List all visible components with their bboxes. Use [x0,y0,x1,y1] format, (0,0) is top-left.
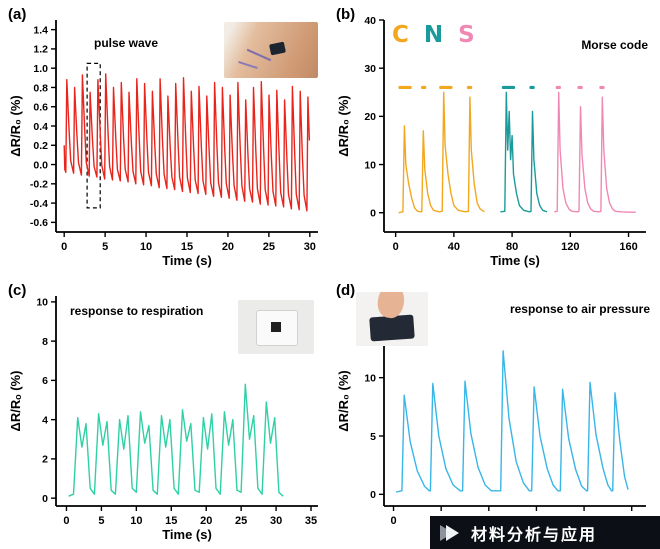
svg-text:10: 10 [140,241,152,253]
svg-text:-0.6: -0.6 [30,217,48,229]
svg-text:ΔR/R₀ (%): ΔR/R₀ (%) [8,95,23,156]
sensor-on-wrist [269,41,286,56]
letter-c: C [392,22,409,48]
svg-text:1.4: 1.4 [33,24,48,36]
svg-text:10: 10 [364,159,376,171]
svg-text:120: 120 [561,241,579,253]
panel-c-label: (c) [8,282,27,299]
svg-text:4: 4 [42,414,48,426]
svg-text:Time (s): Time (s) [490,253,540,268]
panel-d-label: (d) [336,282,356,299]
svg-text:20: 20 [222,241,234,253]
svg-text:15: 15 [181,241,193,253]
svg-text:5: 5 [370,431,376,443]
svg-text:40: 40 [448,241,460,253]
svg-text:6: 6 [42,375,48,387]
letter-n: N [423,22,444,48]
pressure-device [369,314,415,342]
svg-text:0.0: 0.0 [33,159,48,171]
svg-text:30: 30 [304,241,316,253]
svg-text:0: 0 [42,493,48,505]
svg-text:0.4: 0.4 [33,121,48,133]
svg-text:ΔR/R₀ (%): ΔR/R₀ (%) [336,370,351,431]
svg-text:0.6: 0.6 [33,102,48,114]
svg-text:40: 40 [364,15,376,27]
respiration-annotation: response to respiration [70,304,204,318]
svg-text:15: 15 [165,515,177,527]
wrist-photo-inset [224,22,318,78]
svg-text:10: 10 [36,297,48,309]
panel-b-morse-code: (b) 0 40 80 120 160 0 10 20 30 40 Time (s) ΔR/R₀ (%… [334,2,658,274]
morse-code-chart: 0 40 80 120 160 0 10 20 30 40 Time (s) ΔR/R₀ (%) [336,15,646,268]
svg-text:2: 2 [42,454,48,466]
svg-text:160: 160 [619,241,637,253]
watermark-bar: 材料分析与应用 [430,516,660,549]
panel-a-label: (a) [8,6,27,23]
morse-letters: C N S [392,22,475,48]
svg-text:Time (s): Time (s) [162,527,212,542]
svg-text:20: 20 [364,111,376,123]
air-pressure-annotation: response to air pressure [509,302,650,316]
svg-text:0.2: 0.2 [33,140,48,152]
morse-code-annotation: Morse code [581,38,648,52]
svg-text:30: 30 [364,63,376,75]
svg-text:80: 80 [506,241,518,253]
panel-b-label: (b) [336,6,356,23]
svg-text:0.8: 0.8 [33,82,48,94]
panel-a-pulse-wave: (a) 0 5 10 15 20 25 30 -0.6 -0.4 -0.2 0.0 0.2 0.4 0.6… [6,2,330,274]
svg-text:Time (s): Time (s) [162,253,212,268]
sensor-chip [271,322,281,332]
letter-s: S [458,22,475,48]
svg-text:0: 0 [393,241,399,253]
svg-text:5: 5 [102,241,108,253]
respiration-chart: 0 5 10 15 20 25 30 35 0 2 4 6 8 10 Time (s) ΔR/Rₒ (%) [8,296,318,542]
svg-text:35: 35 [305,515,317,527]
pulse-wave-chart: 0 5 10 15 20 25 30 -0.6 -0.4 -0.2 0.0 0.2 0.4 0.6 0.8 1… [8,20,318,268]
svg-text:-0.4: -0.4 [30,198,48,210]
svg-text:1.2: 1.2 [33,44,48,56]
svg-text:10: 10 [364,372,376,384]
svg-text:30: 30 [270,515,282,527]
svg-text:25: 25 [263,241,275,253]
film-device-photo-inset [238,300,314,354]
svg-text:1.0: 1.0 [33,63,48,75]
wrist-vein-mark [238,60,258,70]
pulse-wave-annotation: pulse wave [94,36,159,50]
wrist-vein-mark [246,48,272,62]
svg-text:0: 0 [63,515,69,527]
finger-press-photo-inset [356,292,428,346]
svg-text:0: 0 [390,515,396,527]
svg-text:0: 0 [61,241,67,253]
svg-text:ΔR/R₀ (%): ΔR/R₀ (%) [336,95,351,156]
svg-text:8: 8 [42,336,48,348]
svg-text:0: 0 [370,208,376,220]
watermark-logo-icon [440,524,462,542]
svg-text:-0.2: -0.2 [30,179,48,191]
panel-d-air-pressure: (d) 0246810051015Time (s)ΔR/R₀ (%) respo… [334,278,658,546]
svg-text:5: 5 [98,515,104,527]
svg-text:20: 20 [200,515,212,527]
panel-c-respiration: (c) 0 5 10 15 20 25 30 35 0 2 4 6 8 10 Time (s) ΔR/Rₒ (… [6,278,330,546]
svg-text:0: 0 [370,489,376,501]
svg-text:25: 25 [235,515,247,527]
svg-text:10: 10 [130,515,142,527]
svg-text:ΔR/Rₒ (%): ΔR/Rₒ (%) [8,371,23,432]
watermark-text: 材料分析与应用 [471,526,598,544]
